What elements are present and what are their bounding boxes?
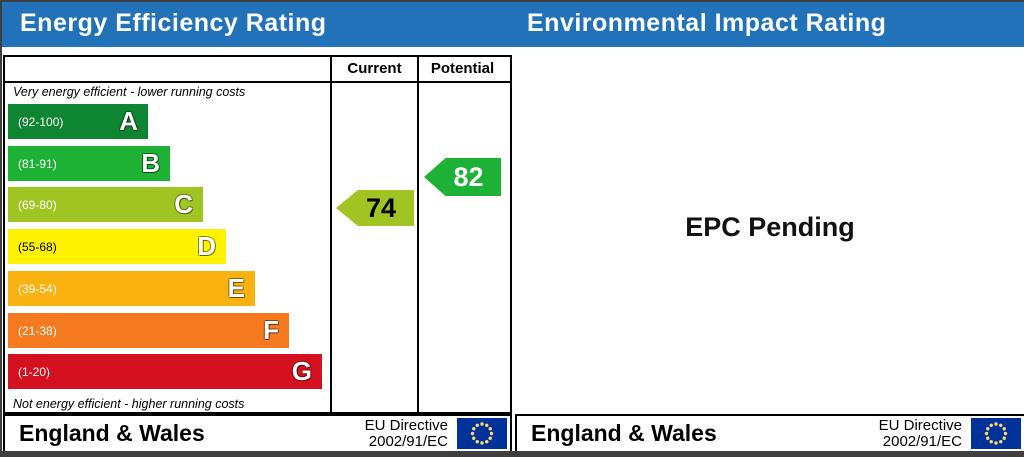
band-row-d: (55-68) D — [8, 229, 226, 264]
band-letter: D — [197, 231, 216, 261]
band-letter: E — [227, 273, 245, 303]
potential-rating-value: 82 — [453, 161, 484, 192]
table-header-row — [5, 57, 510, 83]
epc-pending-status: EPC Pending — [685, 212, 855, 242]
energy-rating-table: Current Potential Very energy efficient … — [3, 55, 512, 414]
eu-flag-icon — [971, 418, 1021, 449]
header-bar: Energy Efficiency Rating Environmental I… — [2, 2, 1024, 47]
band-letter: A — [119, 106, 138, 136]
eu-directive-label: EU Directive 2002/91/EC — [364, 416, 448, 450]
band-row-c: (69-80) C — [8, 187, 203, 222]
bottom-note: Not energy efficient - higher running co… — [13, 397, 245, 411]
top-note: Very energy efficient - lower running co… — [13, 85, 246, 99]
region-label: England & Wales — [531, 420, 717, 446]
environmental-impact-title: Environmental Impact Rating — [527, 9, 887, 37]
band-row-f: (21-38) F — [8, 313, 289, 348]
band-range-label: (92-100) — [18, 114, 64, 129]
right-footer: England & Wales EU Directive 2002/91/EC — [515, 414, 1024, 453]
band-range-label: (55-68) — [18, 239, 57, 254]
eu-directive-label: EU Directive 2002/91/EC — [878, 416, 962, 450]
band-row-g: (1-20) G — [8, 354, 322, 389]
band-range-label: (69-80) — [18, 197, 57, 212]
band-row-e: (39-54) E — [8, 271, 255, 306]
eu-flag-icon — [457, 418, 507, 449]
current-rating-arrow: 74 — [336, 190, 414, 226]
band-letter: G — [291, 356, 312, 386]
energy-efficiency-title: Energy Efficiency Rating — [20, 9, 327, 37]
band-range-label: (21-38) — [18, 323, 57, 338]
potential-column-divider — [417, 57, 419, 412]
band-letter: C — [174, 189, 193, 219]
band-range-label: (39-54) — [18, 281, 57, 296]
band-row-b: (81-91) B — [8, 146, 170, 181]
band-letter: B — [141, 148, 160, 178]
header-bar-background — [2, 2, 1024, 47]
bottom-shadow-edge — [2, 451, 1024, 457]
potential-column-header: Potential — [430, 60, 495, 77]
band-range-label: (1-20) — [18, 364, 51, 379]
region-label: England & Wales — [19, 420, 205, 446]
potential-rating-arrow: 82 — [424, 158, 501, 196]
current-column-divider — [330, 57, 332, 412]
band-row-a: (92-100) A — [8, 104, 148, 139]
current-column-header: Current — [347, 60, 402, 77]
band-letter: F — [263, 315, 279, 345]
band-range-label: (81-91) — [18, 156, 57, 171]
left-footer: England & Wales EU Directive 2002/91/EC — [3, 414, 512, 453]
current-rating-value: 74 — [365, 192, 397, 223]
